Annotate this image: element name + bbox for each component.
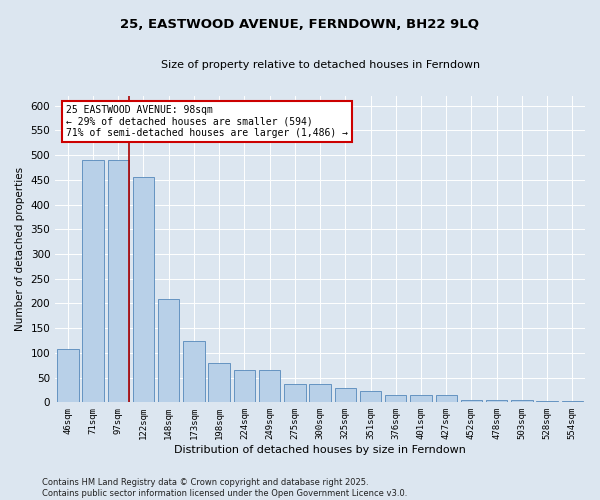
- Bar: [461, 400, 482, 402]
- Bar: [158, 298, 179, 403]
- Bar: [284, 384, 305, 402]
- Bar: [82, 160, 104, 402]
- Bar: [107, 160, 129, 402]
- Text: 25, EASTWOOD AVENUE, FERNDOWN, BH22 9LQ: 25, EASTWOOD AVENUE, FERNDOWN, BH22 9LQ: [121, 18, 479, 30]
- Bar: [233, 370, 255, 402]
- Title: Size of property relative to detached houses in Ferndown: Size of property relative to detached ho…: [161, 60, 479, 70]
- Bar: [511, 400, 533, 402]
- Bar: [385, 396, 406, 402]
- Text: Contains HM Land Registry data © Crown copyright and database right 2025.
Contai: Contains HM Land Registry data © Crown c…: [42, 478, 407, 498]
- Bar: [208, 363, 230, 403]
- Text: 25 EASTWOOD AVENUE: 98sqm
← 29% of detached houses are smaller (594)
71% of semi: 25 EASTWOOD AVENUE: 98sqm ← 29% of detac…: [66, 105, 348, 138]
- Bar: [259, 370, 280, 402]
- Bar: [436, 396, 457, 402]
- Bar: [410, 396, 432, 402]
- Bar: [183, 340, 205, 402]
- Bar: [335, 388, 356, 402]
- Y-axis label: Number of detached properties: Number of detached properties: [15, 167, 25, 331]
- Bar: [310, 384, 331, 402]
- Bar: [133, 178, 154, 402]
- Bar: [360, 392, 381, 402]
- Bar: [486, 400, 508, 402]
- Bar: [57, 349, 79, 403]
- X-axis label: Distribution of detached houses by size in Ferndown: Distribution of detached houses by size …: [174, 445, 466, 455]
